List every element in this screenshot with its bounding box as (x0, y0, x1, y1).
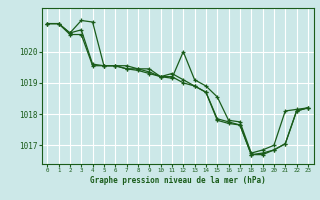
X-axis label: Graphe pression niveau de la mer (hPa): Graphe pression niveau de la mer (hPa) (90, 176, 266, 185)
